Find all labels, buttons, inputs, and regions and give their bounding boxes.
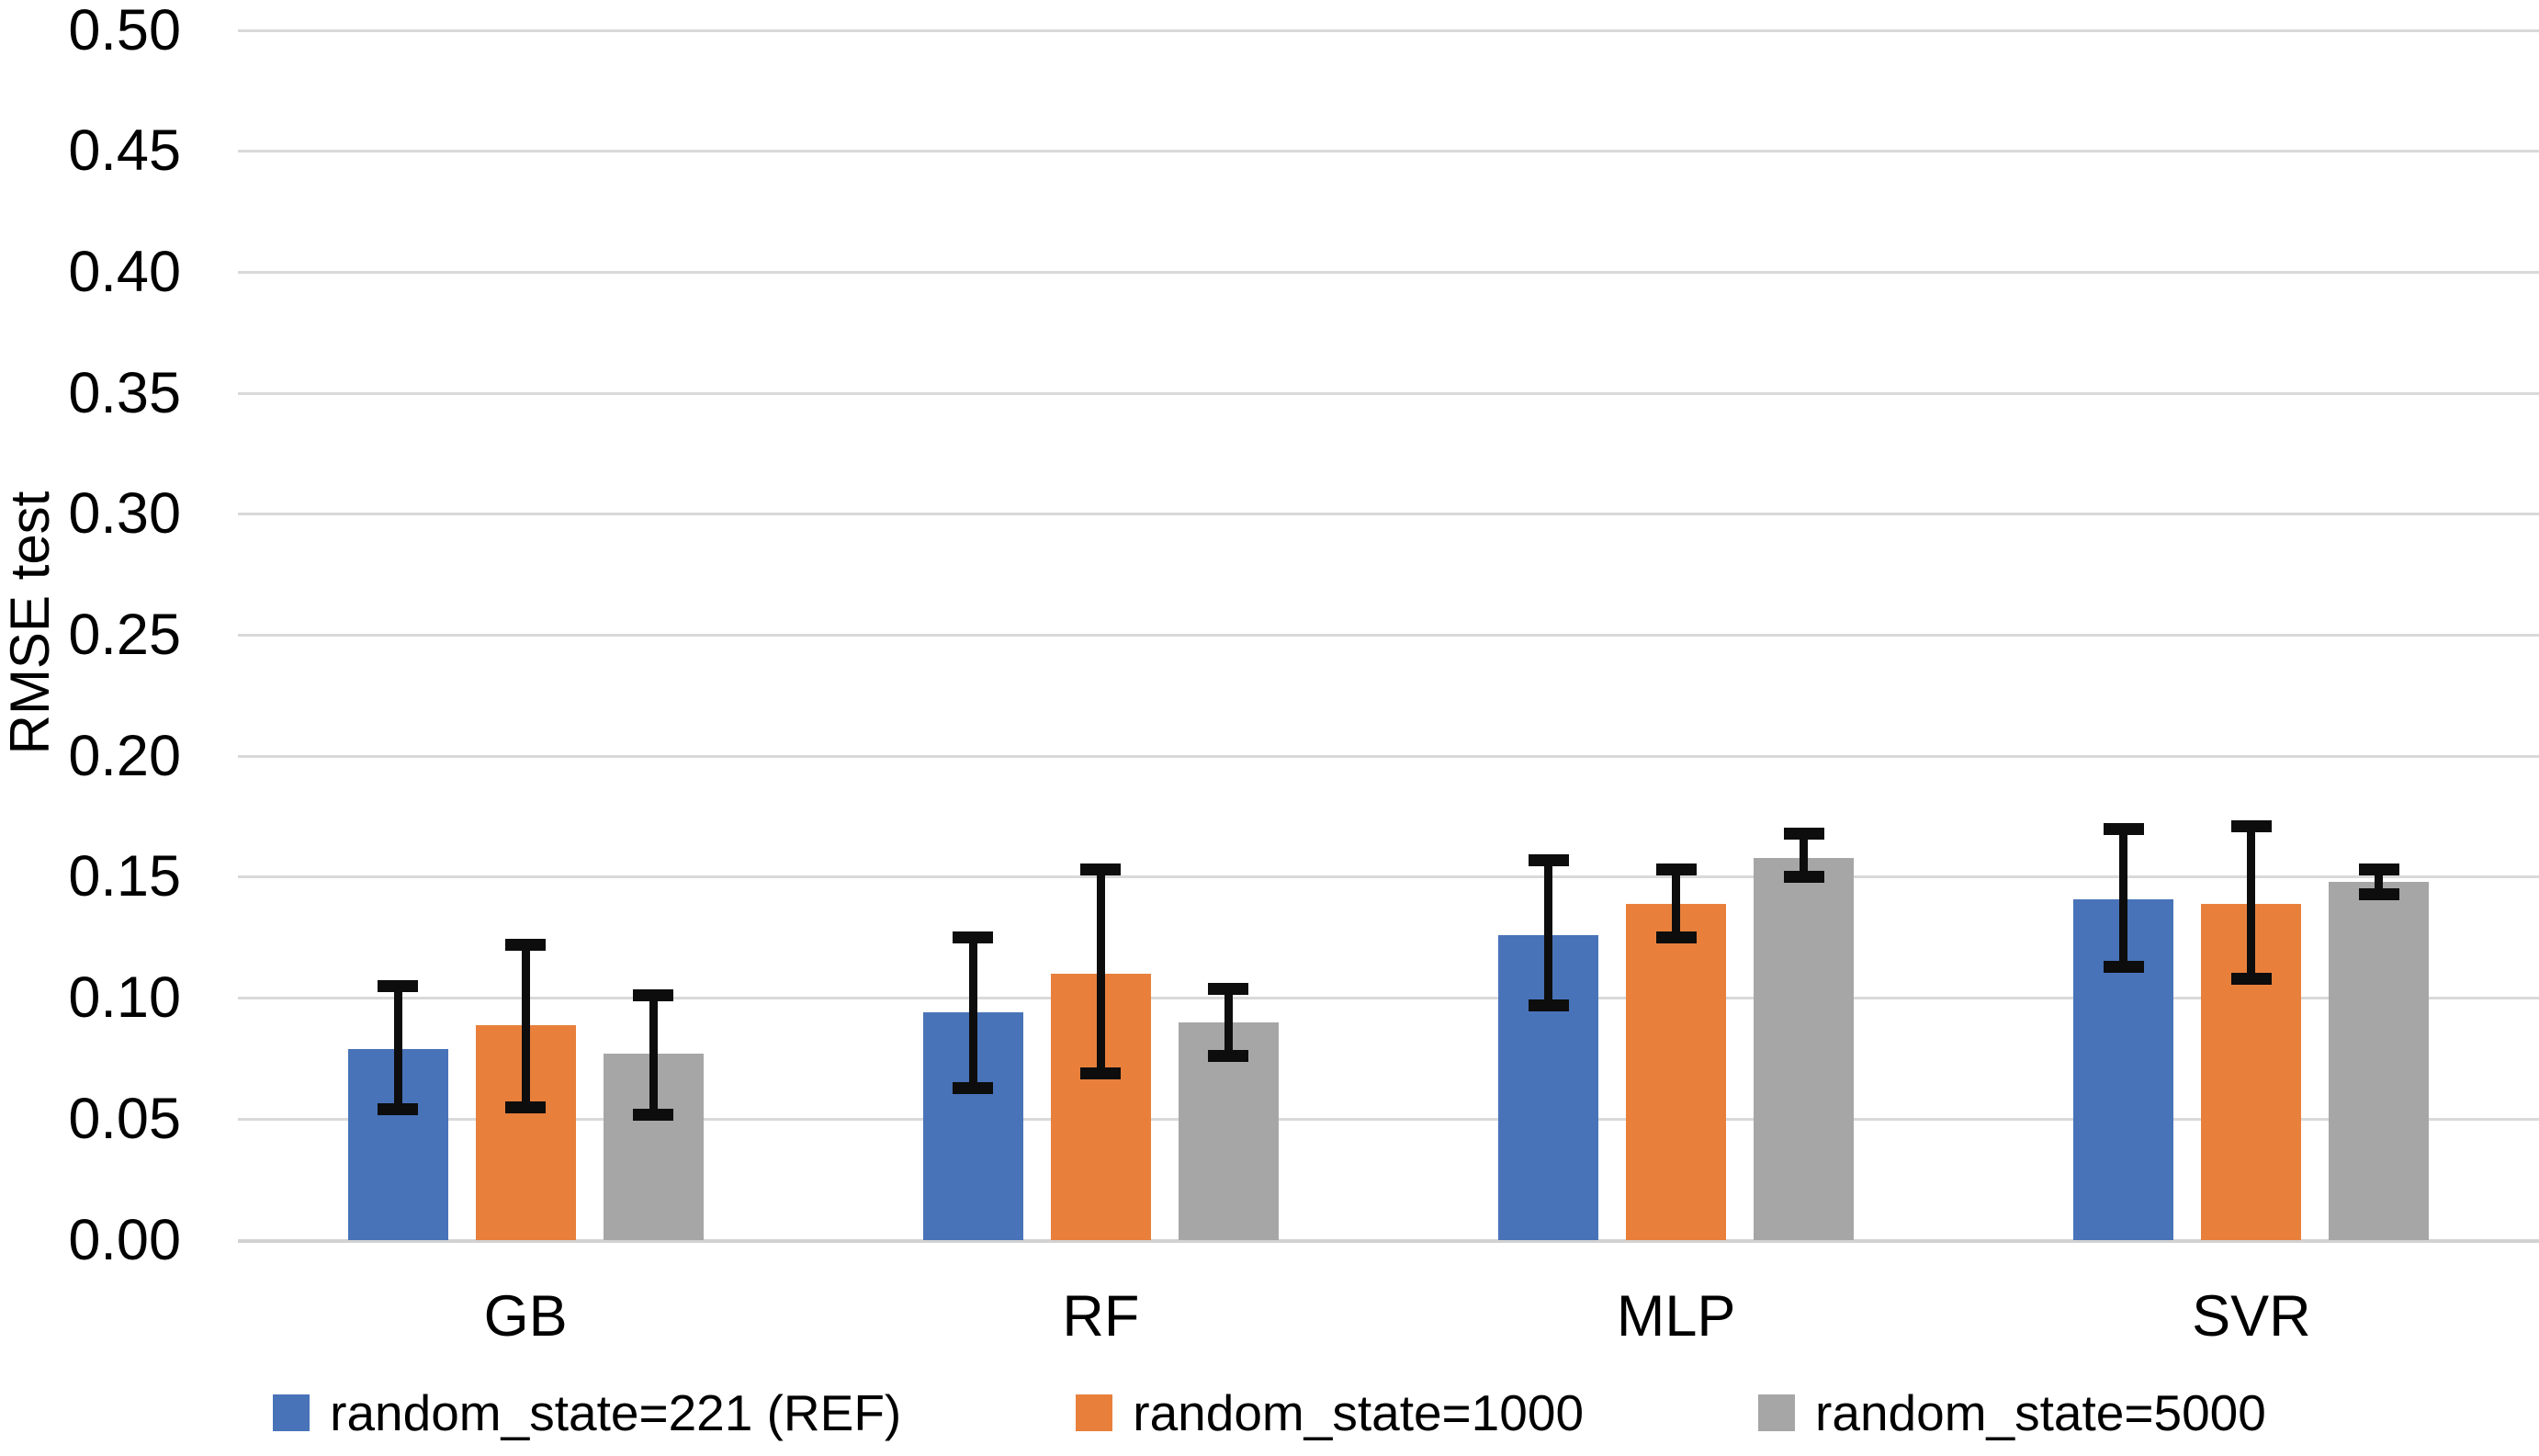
gridline bbox=[238, 997, 2539, 1000]
error-bar-bottom-cap bbox=[378, 1103, 419, 1116]
gridline bbox=[238, 634, 2539, 637]
bar bbox=[2329, 882, 2430, 1240]
error-bar bbox=[2119, 829, 2128, 967]
error-bar-top-cap bbox=[2230, 820, 2272, 833]
error-bar bbox=[968, 937, 977, 1089]
error-bar-bottom-cap bbox=[1783, 871, 1824, 884]
error-bar bbox=[1672, 869, 1681, 938]
y-tick-label: 0.15 bbox=[68, 844, 181, 909]
error-bar-top-cap bbox=[1080, 863, 1122, 876]
error-bar bbox=[649, 995, 658, 1115]
y-tick-label: 0.40 bbox=[68, 239, 181, 304]
error-bar-bottom-cap bbox=[1208, 1050, 1249, 1063]
gridline bbox=[238, 513, 2539, 516]
gridline bbox=[238, 270, 2539, 274]
legend-swatch bbox=[273, 1394, 310, 1431]
error-bar-bottom-cap bbox=[1080, 1067, 1122, 1079]
error-bar bbox=[1224, 988, 1233, 1056]
legend-item: random_state=1000 bbox=[1076, 1385, 1584, 1440]
error-bar-top-cap bbox=[1655, 863, 1697, 876]
gridline bbox=[238, 28, 2539, 32]
gridline bbox=[238, 150, 2539, 153]
error-bar-top-cap bbox=[2358, 863, 2399, 876]
x-axis-label: GB bbox=[483, 1284, 568, 1349]
legend-swatch bbox=[1758, 1394, 1796, 1431]
error-bar-top-cap bbox=[2103, 822, 2144, 835]
error-bar-bottom-cap bbox=[505, 1100, 547, 1113]
error-bar-top-cap bbox=[505, 939, 547, 952]
y-tick-label: 0.00 bbox=[68, 1207, 181, 1272]
plot-area bbox=[238, 28, 2539, 1243]
x-axis-label: MLP bbox=[1616, 1284, 1736, 1349]
gridline bbox=[238, 1117, 2539, 1121]
error-bar-top-cap bbox=[378, 979, 419, 992]
y-tick-label: 0.20 bbox=[68, 723, 181, 788]
legend-label: random_state=5000 bbox=[1815, 1384, 2266, 1441]
x-axis-line bbox=[238, 1238, 2539, 1243]
y-tick-label: 0.45 bbox=[68, 119, 181, 184]
legend: random_state=221 (REF) random_state=1000 r… bbox=[0, 1385, 2539, 1440]
legend-label: random_state=1000 bbox=[1133, 1384, 1585, 1441]
legend-label: random_state=221 (REF) bbox=[330, 1384, 902, 1441]
y-tick-label: 0.05 bbox=[68, 1086, 181, 1151]
x-axis-label: RF bbox=[1062, 1284, 1140, 1349]
error-bar-top-cap bbox=[1208, 982, 1249, 995]
gridline bbox=[238, 875, 2539, 879]
error-bar-bottom-cap bbox=[953, 1081, 994, 1094]
y-tick-label: 0.10 bbox=[68, 965, 181, 1031]
gridline bbox=[238, 391, 2539, 395]
error-bar-bottom-cap bbox=[1528, 999, 1569, 1011]
error-bar-bottom-cap bbox=[633, 1108, 674, 1121]
error-bar-top-cap bbox=[953, 931, 994, 944]
legend-item: random_state=5000 bbox=[1758, 1385, 2266, 1440]
error-bar-bottom-cap bbox=[2358, 887, 2399, 900]
gridline bbox=[238, 754, 2539, 758]
error-bar-top-cap bbox=[1783, 827, 1824, 840]
y-tick-label: 0.30 bbox=[68, 481, 181, 547]
error-bar-bottom-cap bbox=[2230, 973, 2272, 986]
y-tick-label: 0.50 bbox=[68, 0, 181, 62]
legend-swatch bbox=[1076, 1394, 1113, 1431]
bar bbox=[1626, 903, 1727, 1240]
error-bar bbox=[521, 944, 530, 1108]
bar bbox=[1754, 857, 1855, 1240]
error-bar bbox=[1544, 860, 1553, 1006]
error-bar bbox=[1096, 869, 1105, 1074]
y-tick-label: 0.25 bbox=[68, 603, 181, 667]
error-bar-bottom-cap bbox=[2103, 960, 2144, 973]
x-axis-label: SVR bbox=[2192, 1284, 2311, 1349]
error-bar bbox=[2375, 869, 2384, 895]
error-bar-top-cap bbox=[1528, 853, 1569, 866]
error-bar-bottom-cap bbox=[1655, 931, 1697, 944]
error-bar bbox=[2247, 826, 2256, 979]
legend-item: random_state=221 (REF) bbox=[273, 1385, 901, 1440]
error-bar bbox=[393, 986, 402, 1110]
error-bar-top-cap bbox=[633, 989, 674, 1002]
y-tick-label: 0.35 bbox=[68, 360, 181, 425]
error-bar bbox=[1800, 833, 1809, 877]
